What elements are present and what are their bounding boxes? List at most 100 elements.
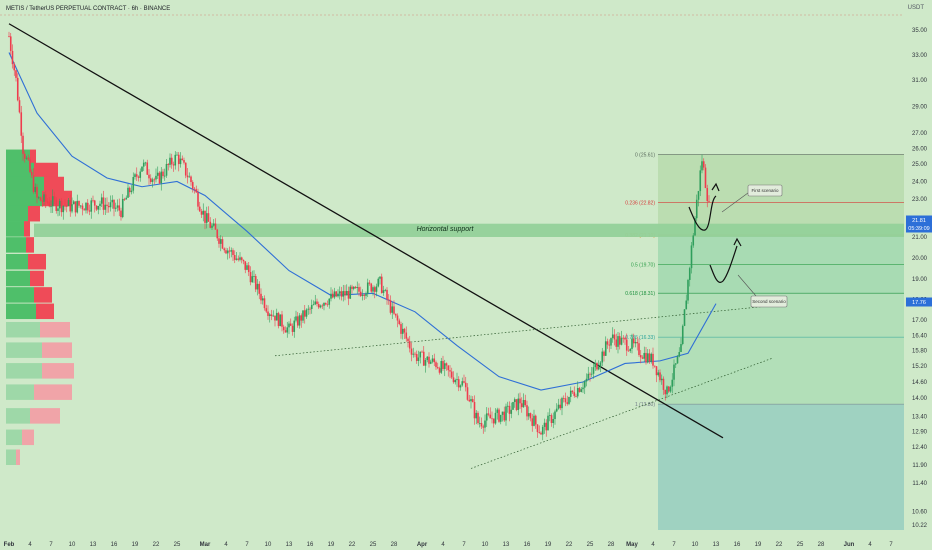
candle-bear bbox=[489, 414, 492, 419]
candle-bull bbox=[611, 334, 614, 339]
candle-bull bbox=[690, 245, 693, 269]
candle-bull bbox=[678, 352, 681, 357]
candle-bear bbox=[277, 312, 280, 327]
candle-bull bbox=[582, 387, 584, 390]
candle-bear bbox=[214, 223, 217, 230]
candle-bear bbox=[240, 257, 243, 260]
candle-bear bbox=[428, 356, 430, 364]
price-tick-label: 31.00 bbox=[912, 78, 928, 84]
volume-bar-down bbox=[42, 363, 74, 379]
candle-bear bbox=[204, 210, 206, 223]
candle-bull bbox=[694, 218, 696, 236]
candle-bull bbox=[156, 172, 159, 176]
candle-bear bbox=[702, 161, 705, 168]
candle-bear bbox=[64, 205, 66, 207]
candle-bear bbox=[281, 314, 283, 327]
candle-bear bbox=[223, 248, 226, 251]
candle-bear bbox=[436, 367, 439, 369]
candle-bear bbox=[270, 314, 273, 317]
candle-bull bbox=[310, 305, 313, 309]
candle-bear bbox=[387, 299, 390, 301]
price-tick-label: 33.00 bbox=[912, 53, 928, 59]
first-scenario-box[interactable] bbox=[747, 184, 783, 197]
second-scenario-box[interactable] bbox=[750, 295, 788, 308]
time-tick-label: 4 bbox=[651, 542, 655, 548]
candle-bear bbox=[78, 200, 80, 206]
candle-bear bbox=[508, 405, 511, 414]
candle-bull bbox=[163, 175, 166, 177]
candle-bull bbox=[695, 199, 698, 219]
candle-bear bbox=[326, 304, 329, 306]
candle-bear bbox=[36, 186, 38, 198]
candle-bull bbox=[701, 161, 703, 171]
candle-bear bbox=[170, 157, 173, 165]
candle-bear bbox=[393, 306, 395, 314]
candle-bear bbox=[407, 338, 409, 342]
price-tag-label: 17.76 bbox=[912, 300, 926, 306]
candle-bear bbox=[218, 238, 220, 244]
candle-bear bbox=[191, 182, 194, 189]
candle-bear bbox=[662, 378, 665, 390]
candle-bull bbox=[25, 157, 28, 159]
candle-bull bbox=[288, 323, 290, 328]
candle-bear bbox=[515, 399, 518, 410]
time-tick-label: 22 bbox=[566, 542, 573, 548]
volume-bar-down bbox=[26, 237, 34, 253]
time-axis[interactable]: Feb 4 7 10 13 16 19 22 25 Mar 4 7 10 13 16 19 22 25 28 Apr 4… bbox=[0, 536, 932, 550]
candle-bear bbox=[254, 276, 257, 290]
candle-bull bbox=[275, 312, 278, 321]
fib-zone-lower bbox=[658, 293, 904, 405]
price-axis[interactable]: USDT 35.00 33.00 31.00 29.00 27.00 26.00 25.00… bbox=[904, 0, 932, 550]
trendlines-layer bbox=[8, 23, 773, 469]
second-scenario-arrowhead bbox=[733, 237, 742, 247]
candle-bear bbox=[39, 197, 42, 201]
candle-bull bbox=[51, 196, 54, 207]
candle-bear bbox=[128, 187, 131, 193]
candle-bear bbox=[449, 370, 451, 372]
candle-bear bbox=[172, 164, 175, 166]
candle-bull bbox=[312, 304, 315, 306]
candle-bear bbox=[284, 330, 287, 333]
time-tick-label: 7 bbox=[462, 542, 466, 548]
candle-bear bbox=[618, 336, 621, 345]
volume-bar-up bbox=[6, 162, 34, 179]
volume-bar-down bbox=[40, 321, 70, 338]
candle-bear bbox=[11, 50, 14, 65]
candle-bear bbox=[471, 399, 474, 403]
candle-bull bbox=[379, 276, 381, 279]
candle-bull bbox=[554, 411, 556, 420]
candle-bear bbox=[18, 100, 21, 113]
candle-bull bbox=[165, 163, 168, 176]
candle-bear bbox=[198, 206, 201, 212]
candle-bull bbox=[202, 210, 205, 215]
candle-bear bbox=[704, 167, 707, 189]
volume-bar-up bbox=[6, 363, 42, 379]
candle-bear bbox=[421, 351, 423, 353]
candle-bull bbox=[494, 412, 497, 424]
time-tick-label: 10 bbox=[692, 542, 699, 548]
candle-bull bbox=[246, 265, 248, 270]
fib-level-label: 1 (13.80) bbox=[635, 402, 655, 408]
candle-bull bbox=[548, 415, 551, 416]
candle-bear bbox=[566, 402, 569, 404]
time-tick-label: 7 bbox=[672, 542, 676, 548]
candle-bear bbox=[48, 202, 51, 207]
candle-bull bbox=[295, 316, 297, 321]
candle-bull bbox=[76, 200, 79, 213]
volume-bar-up bbox=[6, 253, 28, 270]
candle-bull bbox=[141, 166, 143, 172]
candle-bull bbox=[104, 204, 107, 210]
candle-bear bbox=[244, 261, 247, 270]
candle-bull bbox=[211, 225, 213, 228]
scenario-drawings: First scenario Second scenario bbox=[688, 182, 788, 308]
candle-bear bbox=[200, 211, 203, 215]
ema-layer bbox=[8, 52, 717, 391]
symbol-title[interactable]: METIS / TetherUS PERPETUAL CONTRACT · 6h… bbox=[6, 6, 170, 12]
candle-bear bbox=[463, 381, 465, 383]
fib-level-label: 0.618 (18.31) bbox=[625, 291, 655, 297]
candle-bull bbox=[459, 385, 462, 388]
candle-bull bbox=[372, 287, 374, 292]
candle-bear bbox=[27, 157, 30, 160]
candle-bull bbox=[543, 422, 546, 427]
